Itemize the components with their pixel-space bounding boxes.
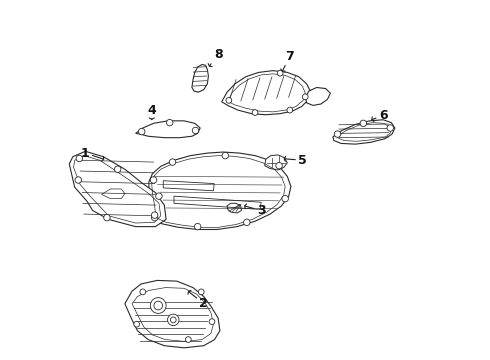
Circle shape: [156, 193, 162, 199]
Circle shape: [276, 162, 282, 169]
Circle shape: [150, 177, 157, 183]
Text: 7: 7: [281, 50, 294, 71]
Text: 2: 2: [188, 290, 208, 310]
Circle shape: [170, 159, 176, 165]
Circle shape: [192, 127, 199, 134]
Circle shape: [139, 129, 145, 135]
Circle shape: [222, 152, 228, 159]
Circle shape: [387, 125, 393, 131]
Text: 8: 8: [208, 48, 222, 67]
Polygon shape: [227, 203, 242, 213]
Circle shape: [302, 94, 308, 100]
Circle shape: [244, 219, 250, 226]
Text: 3: 3: [245, 204, 266, 217]
Circle shape: [195, 224, 201, 230]
Circle shape: [151, 212, 158, 219]
Circle shape: [104, 215, 110, 221]
Polygon shape: [221, 71, 310, 115]
Text: 1: 1: [81, 147, 104, 161]
Polygon shape: [192, 64, 208, 92]
Circle shape: [277, 70, 283, 76]
Text: 6: 6: [372, 109, 388, 122]
Circle shape: [252, 110, 258, 116]
Circle shape: [186, 337, 191, 342]
Polygon shape: [125, 280, 220, 348]
Polygon shape: [69, 151, 166, 226]
Polygon shape: [136, 121, 200, 138]
Polygon shape: [333, 120, 395, 144]
Circle shape: [198, 289, 204, 295]
Circle shape: [151, 215, 158, 221]
Circle shape: [76, 155, 82, 162]
Circle shape: [75, 177, 81, 183]
Circle shape: [140, 289, 146, 295]
Text: 5: 5: [284, 154, 307, 167]
Polygon shape: [265, 155, 287, 170]
Circle shape: [167, 120, 173, 126]
Circle shape: [334, 131, 341, 137]
Circle shape: [154, 301, 163, 310]
Circle shape: [134, 321, 140, 327]
Circle shape: [287, 107, 293, 113]
Circle shape: [150, 298, 166, 314]
Circle shape: [168, 314, 179, 325]
Circle shape: [282, 195, 289, 202]
Circle shape: [209, 319, 215, 324]
Circle shape: [360, 120, 367, 127]
Polygon shape: [149, 152, 291, 229]
Circle shape: [171, 317, 176, 323]
Text: 4: 4: [147, 104, 156, 120]
Polygon shape: [305, 87, 330, 105]
Circle shape: [226, 98, 232, 103]
Circle shape: [115, 166, 121, 172]
